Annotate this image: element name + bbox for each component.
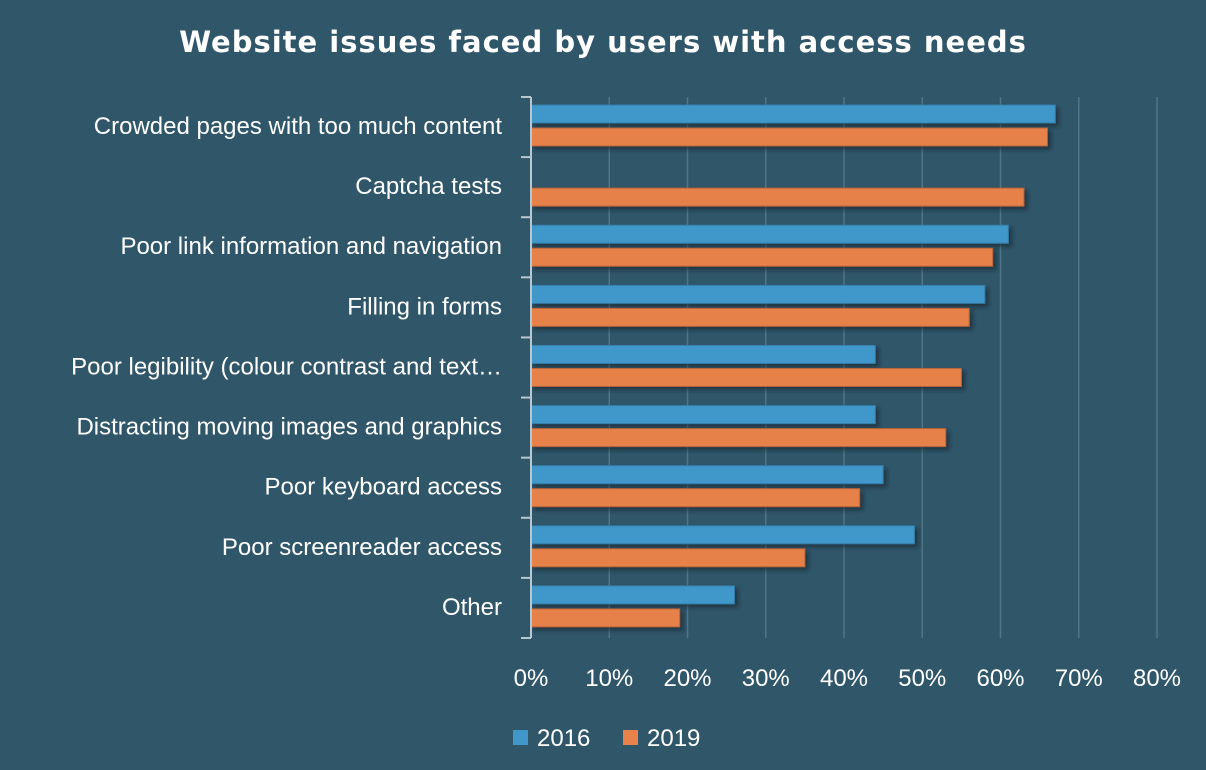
category-label: Filling in forms	[347, 293, 502, 320]
x-tick-label: 70%	[1055, 665, 1103, 692]
bar-2019-6	[530, 488, 861, 508]
bar-2019-1	[530, 187, 1025, 207]
legend-label-2019: 2019	[647, 725, 700, 752]
category-label: Poor keyboard access	[265, 474, 502, 501]
bar-2019-7	[530, 548, 806, 568]
bar-2016-0	[530, 104, 1056, 124]
category-label: Other	[442, 594, 502, 621]
bar-2016-2	[530, 224, 1009, 244]
category-label: Distracting moving images and graphics	[76, 414, 502, 441]
x-tick-label: 10%	[585, 665, 633, 692]
category-label: Poor link information and navigation	[120, 233, 502, 260]
legend-swatch-2016	[513, 730, 528, 745]
legend-label-2016: 2016	[537, 725, 590, 752]
bar-2016-4	[530, 344, 876, 364]
x-tick-label: 0%	[514, 665, 549, 692]
bar-2016-6	[530, 465, 884, 485]
bar-2019-0	[530, 127, 1048, 147]
x-tick-label: 40%	[820, 665, 868, 692]
bar-2016-7	[530, 525, 915, 545]
bar-2019-2	[530, 247, 994, 267]
bar-2019-8	[530, 608, 681, 628]
bar-2019-5	[530, 428, 947, 448]
bar-2016-5	[530, 405, 876, 425]
bar-2019-4	[530, 367, 962, 387]
category-label: Poor legibility (colour contrast and tex…	[71, 353, 502, 380]
category-label: Poor screenreader access	[222, 534, 502, 561]
x-tick-label: 20%	[663, 665, 711, 692]
bar-2016-8	[530, 585, 735, 605]
bar-2019-3	[530, 307, 970, 327]
bar-2016-3	[530, 284, 986, 304]
chart-title: Website issues faced by users with acces…	[179, 25, 1027, 59]
x-tick-label: 80%	[1133, 665, 1181, 692]
category-label: Captcha tests	[355, 173, 502, 200]
category-label: Crowded pages with too much content	[94, 113, 503, 140]
x-tick-label: 30%	[742, 665, 790, 692]
x-tick-label: 50%	[898, 665, 946, 692]
x-tick-label: 60%	[976, 665, 1024, 692]
legend-swatch-2019	[623, 730, 638, 745]
